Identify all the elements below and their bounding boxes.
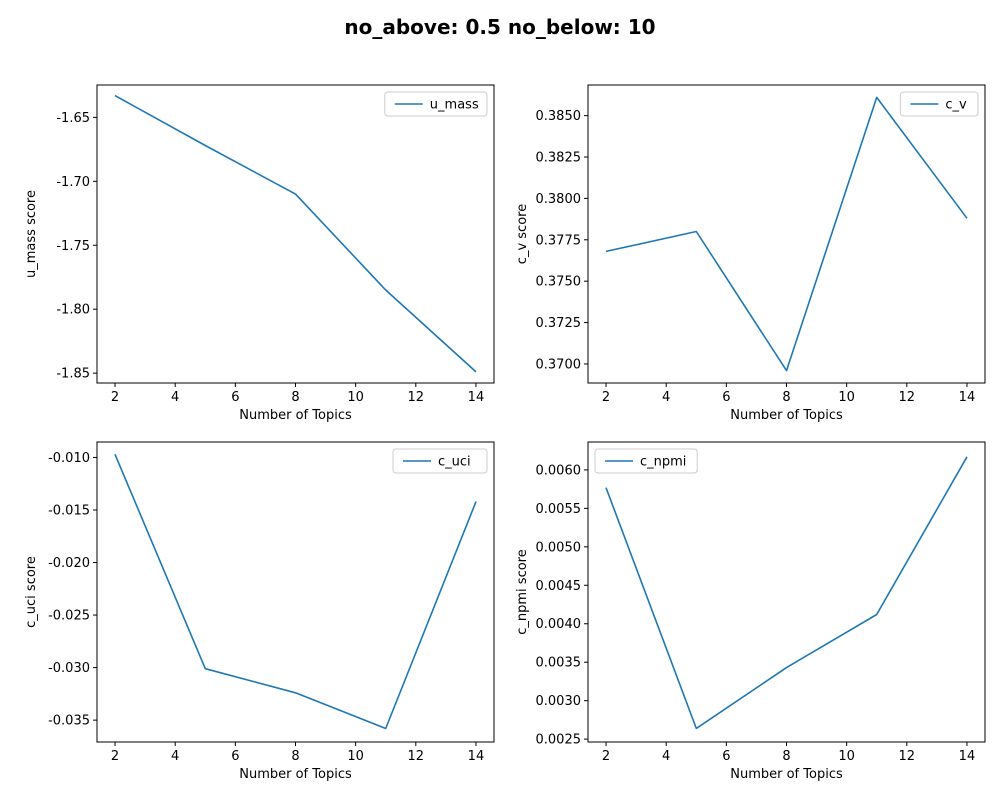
y-axis-label: c_uci score: [24, 556, 39, 628]
y-tick-label: 0.3725: [536, 316, 582, 331]
y-tick-label: 0.0035: [536, 656, 582, 671]
x-tick-label: 4: [171, 390, 179, 405]
x-tick-label: 2: [111, 749, 119, 764]
legend: c_v: [899, 91, 979, 117]
x-tick-label: 10: [838, 390, 855, 405]
x-tick-label: 10: [838, 749, 855, 764]
x-tick-label: 12: [899, 749, 916, 764]
y-tick-label: -0.020: [48, 556, 90, 571]
y-tick-label: 0.3825: [536, 151, 582, 166]
y-tick-label: -0.010: [48, 451, 90, 466]
subplot-3: 2 4 6 8 10 12 14 -0.035 -0.030 -0.025 -0.020 -0.015…: [24, 441, 495, 782]
subplot-2: 2 4 6 8 10 12 14 0.3700 0.3725 0.3750 0.3775 0.3800…: [515, 84, 986, 423]
x-tick-label: 14: [468, 390, 485, 405]
y-tick-label: 0.0050: [536, 540, 582, 555]
x-tick-label: 14: [959, 749, 976, 764]
x-axis-label: Number of Topics: [239, 767, 352, 782]
x-tick-label: 4: [171, 749, 179, 764]
legend-label: c_v: [945, 98, 967, 113]
y-tick-label: -0.025: [48, 609, 90, 624]
subplot-4: 2 4 6 8 10 12 14 0.0025 0.0030 0.0035 0.0040 0.0045…: [515, 441, 986, 782]
x-tick-label: 6: [231, 390, 239, 405]
y-tick-label: -1.85: [56, 367, 90, 382]
y-tick-label: 0.0060: [536, 463, 582, 478]
subplot-grid: 2 4 6 8 10 12 14 -1.85 -1.80 -1.75 -1.70 -1.65 Numbe…: [24, 84, 986, 782]
x-tick-label: 12: [408, 749, 425, 764]
y-axis-label: c_v score: [515, 204, 530, 264]
legend-box: [594, 448, 698, 474]
legend-box: [384, 91, 488, 117]
axes-frame: [96, 84, 495, 384]
y-tick-label: 0.3775: [536, 233, 582, 248]
series-line-c_uci: [114, 453, 477, 730]
legend-box: [392, 448, 488, 474]
axes-frame: [587, 441, 986, 743]
y-tick-label: 0.3750: [536, 275, 582, 290]
x-tick-label: 2: [111, 390, 119, 405]
legend-label: u_mass: [430, 98, 479, 113]
y-axis-label: u_mass score: [24, 190, 39, 278]
x-tick-label: 8: [291, 390, 299, 405]
x-tick-label: 6: [722, 390, 730, 405]
x-axis-label: Number of Topics: [239, 408, 352, 423]
y-tick-label: 0.0055: [536, 502, 582, 517]
y-tick-label: 0.0045: [536, 579, 582, 594]
legend-label: c_npmi: [640, 455, 686, 470]
legend: c_npmi: [594, 448, 698, 474]
x-tick-label: 14: [468, 749, 485, 764]
x-tick-label: 14: [959, 390, 976, 405]
y-tick-label: -1.70: [56, 175, 90, 190]
legend: u_mass: [384, 91, 488, 117]
series-line-c_v: [605, 96, 968, 372]
axes-frame: [587, 84, 986, 384]
x-tick-label: 8: [782, 390, 790, 405]
x-tick-label: 2: [602, 749, 610, 764]
y-tick-label: 0.3700: [536, 357, 582, 372]
axes-frame: [96, 441, 495, 743]
x-tick-label: 2: [602, 390, 610, 405]
legend: c_uci: [392, 448, 488, 474]
x-tick-label: 8: [291, 749, 299, 764]
x-tick-label: 4: [662, 390, 670, 405]
y-tick-label: -0.030: [48, 661, 90, 676]
x-tick-label: 6: [722, 749, 730, 764]
y-axis-label: c_npmi score: [515, 549, 530, 634]
x-tick-label: 10: [347, 749, 364, 764]
y-tick-label: -0.035: [48, 714, 90, 729]
y-tick-label: 0.3800: [536, 192, 582, 207]
y-tick-label: 0.0030: [536, 694, 582, 709]
legend-box: [899, 91, 979, 117]
x-tick-label: 12: [408, 390, 425, 405]
y-tick-label: -0.015: [48, 503, 90, 518]
x-axis-label: Number of Topics: [730, 767, 843, 782]
y-tick-label: 0.3850: [536, 109, 582, 124]
x-tick-label: 12: [899, 390, 916, 405]
x-tick-label: 8: [782, 749, 790, 764]
legend-label: c_uci: [438, 455, 471, 470]
y-tick-label: -1.65: [56, 111, 90, 126]
y-tick-label: 0.0040: [536, 617, 582, 632]
y-tick-label: -1.80: [56, 303, 90, 318]
x-axis-label: Number of Topics: [730, 408, 843, 423]
x-tick-label: 4: [662, 749, 670, 764]
x-tick-label: 10: [347, 390, 364, 405]
subplot-1: 2 4 6 8 10 12 14 -1.85 -1.80 -1.75 -1.70 -1.65 Numbe…: [24, 84, 495, 423]
y-tick-label: 0.0025: [536, 733, 582, 748]
x-tick-label: 6: [231, 749, 239, 764]
figure-title: no_above: 0.5 no_below: 10: [344, 15, 655, 39]
y-tick-label: -1.75: [56, 239, 90, 254]
